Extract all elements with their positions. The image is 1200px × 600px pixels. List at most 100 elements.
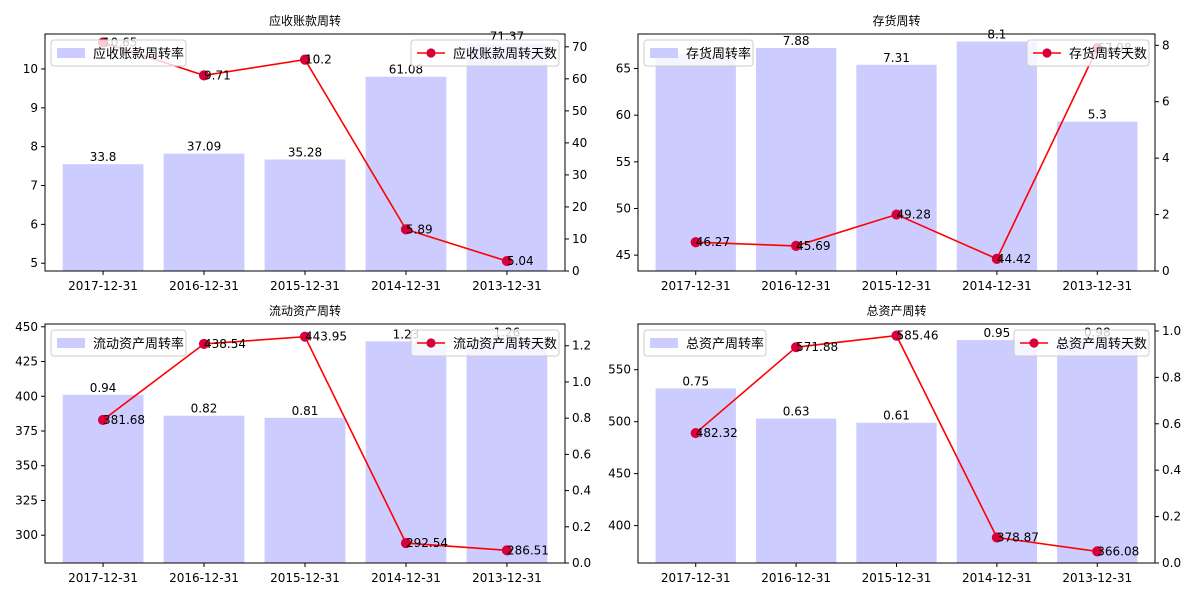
legend-box — [1013, 329, 1150, 357]
y-left-tick-label: 300 — [15, 528, 38, 542]
line-label: 9.71 — [204, 68, 231, 82]
chart-panel-2: 存货周转7.887.318.15.346.2745.6949.2844.4267… — [616, 13, 1170, 293]
bar — [62, 164, 144, 271]
legend-label: 应收账款周转天数 — [453, 46, 557, 62]
line-point — [501, 545, 513, 556]
chart-panel-4: 总资产周转0.750.630.610.950.98482.32571.88585… — [608, 303, 1181, 585]
line-label: 286.51 — [507, 543, 549, 557]
x-tick-label: 2013-12-31 — [472, 571, 542, 585]
bar — [163, 153, 245, 271]
legend-label: 存货周转天数 — [1069, 46, 1147, 62]
bar — [1057, 339, 1138, 563]
y-left-tick-label: 350 — [15, 459, 38, 473]
x-tick-label: 2013-12-31 — [1062, 279, 1132, 293]
legend-bar: 流动资产周转率 — [50, 329, 187, 357]
line-point — [198, 338, 210, 350]
bar-label: 5.3 — [1088, 108, 1107, 122]
legend-label: 总资产周转天数 — [1056, 337, 1147, 352]
bar — [956, 41, 1038, 271]
bar-label: 37.09 — [187, 140, 221, 154]
y-right-tick-label: 1.0 — [572, 375, 591, 389]
x-tick-label: 2016-12-31 — [169, 279, 239, 293]
legend-swatch — [650, 338, 678, 348]
y-right-tick-label: 30 — [572, 168, 587, 182]
line-point — [791, 342, 802, 353]
line-label: 5.89 — [406, 222, 433, 236]
y-left-tick-label: 55 — [616, 155, 631, 169]
bar-label: 0.95 — [984, 326, 1011, 340]
y-right-tick-label: 4 — [1162, 151, 1170, 165]
y-left-tick-label: 500 — [608, 415, 631, 429]
legend-label: 流动资产周转率 — [93, 336, 184, 352]
line-point — [501, 255, 513, 267]
bar — [655, 54, 736, 271]
y-left-tick-label: 60 — [616, 108, 631, 122]
line-label: 482.32 — [696, 426, 738, 440]
legend-swatch — [57, 48, 85, 58]
y-right-tick-label: 50 — [572, 104, 587, 118]
y-right-tick-label: 40 — [572, 136, 587, 150]
bar-label: 7.88 — [783, 34, 810, 48]
y-left-tick-label: 5 — [30, 256, 38, 270]
y-right-tick-label: 70 — [572, 40, 587, 54]
y-right-tick-label: 0.4 — [572, 484, 591, 498]
legend-box — [643, 39, 754, 67]
line-label: 45.69 — [796, 239, 830, 253]
x-tick-label: 2015-12-31 — [862, 279, 932, 293]
legend-swatch — [57, 338, 85, 348]
bar — [264, 417, 346, 563]
legend-box — [410, 329, 560, 357]
bar-label: 35.28 — [288, 145, 322, 159]
bar — [956, 340, 1038, 563]
y-right-tick-label: 0.2 — [1162, 510, 1181, 524]
line-point — [891, 330, 902, 341]
x-tick-label: 2013-12-31 — [1062, 571, 1132, 585]
line-label: 44.42 — [997, 252, 1031, 266]
legend-label: 应收账款周转率 — [93, 46, 184, 62]
chart-title: 存货周转 — [872, 13, 920, 28]
y-left-tick-label: 10 — [23, 62, 38, 76]
bar — [1057, 121, 1138, 271]
line-label: 5.04 — [507, 254, 534, 268]
y-right-tick-label: 0.8 — [1162, 370, 1181, 384]
y-right-tick-label: 1.2 — [572, 339, 591, 353]
line-label: 585.46 — [897, 329, 939, 343]
line-label: 292.54 — [406, 536, 448, 550]
chart-panel-1: 应收账款周转33.837.0935.2861.0871.3710.659.711… — [23, 13, 588, 293]
legend-box — [50, 329, 187, 357]
y-left-tick-label: 425 — [15, 355, 38, 369]
bar — [856, 422, 937, 563]
y-left-tick-label: 450 — [608, 467, 631, 481]
line-point — [1092, 546, 1103, 557]
legend-box — [410, 39, 560, 67]
line-point — [400, 537, 412, 549]
legend-marker — [1029, 338, 1039, 348]
x-tick-label: 2017-12-31 — [68, 571, 138, 585]
y-left-tick-label: 550 — [608, 363, 631, 377]
legend-line: 存货周转天数 — [1026, 39, 1150, 67]
x-tick-label: 2017-12-31 — [661, 571, 731, 585]
x-tick-label: 2017-12-31 — [68, 279, 138, 293]
y-left-tick-label: 50 — [616, 201, 631, 215]
y-right-tick-label: 8 — [1162, 38, 1170, 52]
line-point — [991, 532, 1002, 543]
legend-line: 流动资产周转天数 — [410, 329, 560, 357]
x-tick-label: 2016-12-31 — [761, 571, 831, 585]
bar — [755, 418, 837, 563]
line-label: 378.87 — [997, 530, 1039, 544]
chart-title: 总资产周转 — [866, 303, 926, 318]
legend-line: 应收账款周转天数 — [410, 39, 560, 67]
y-right-tick-label: 0.6 — [572, 447, 591, 461]
legend-line: 总资产周转天数 — [1013, 329, 1150, 357]
y-left-tick-label: 375 — [15, 424, 38, 438]
y-right-tick-label: 0 — [1162, 264, 1170, 278]
legend-bar: 存货周转率 — [643, 39, 754, 67]
line-point — [991, 253, 1002, 264]
y-left-tick-label: 450 — [15, 320, 38, 334]
line-label: 381.68 — [103, 413, 145, 427]
bar — [466, 339, 548, 563]
x-tick-label: 2015-12-31 — [270, 571, 340, 585]
bar — [365, 341, 447, 563]
bar-label: 0.75 — [682, 374, 709, 388]
